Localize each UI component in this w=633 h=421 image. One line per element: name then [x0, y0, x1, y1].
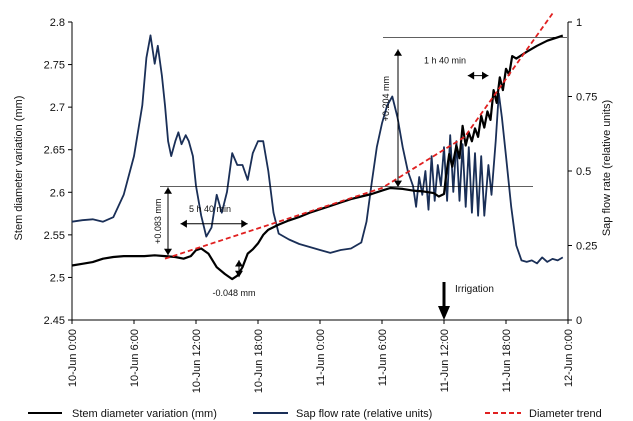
y-right-tick-label: 1: [576, 17, 582, 29]
legend-sapflow-label: Sap flow rate (relative units): [296, 408, 432, 420]
y-right-tick-label: 0.25: [576, 241, 597, 253]
axes-group: 2.45 2.5 2.55 2.6 2.65 2.7 2.75 2.8 0 0.25 0.5 0.75…: [44, 17, 598, 393]
y-left-tick-label: 2.65: [44, 145, 65, 157]
x-tick-label: 11-Jun 6:00: [377, 329, 389, 386]
drop-label: -0.048 mm: [212, 288, 255, 298]
gain2-label: +0.204 mm: [381, 76, 391, 121]
y-left-tick-label: 2.5: [50, 272, 65, 284]
drop-arrow-head-bottom: [235, 270, 243, 278]
legend-diameter-label: Stem diameter variation (mm): [72, 408, 217, 420]
x-tick-label: 12-Jun 0:00: [563, 329, 575, 387]
x-tick-label: 11-Jun 18:00: [501, 329, 513, 392]
irrigation-label: Irrigation: [455, 284, 494, 295]
x-tick-label: 11-Jun 12:00: [439, 329, 451, 392]
y-left-tick-label: 2.45: [44, 315, 65, 327]
legend: Stem diameter variation (mm) Sap flow ra…: [28, 408, 602, 420]
gain1-label: +0.083 mm: [153, 199, 163, 244]
x-tick-label: 11-Jun 0:00: [315, 329, 327, 386]
series-diameter-line: [71, 34, 564, 281]
time1-label: 5 h 40 min: [189, 204, 231, 214]
annotations-group: +0.083 mm 5 h 40 min -0.048 mm +0.204 mm 1 h…: [153, 36, 567, 320]
y-right-tick-label: 0: [576, 315, 582, 327]
irrigation-arrow-head: [438, 306, 450, 320]
y-axis-left-label: Stem diameter variation (mm): [13, 96, 25, 241]
legend-trend-label: Diameter trend: [529, 408, 602, 420]
time1-arrow-head-left: [180, 219, 187, 228]
y-left-tick-label: 2.75: [44, 60, 65, 72]
x-tick-label: 10-Jun 12:00: [191, 329, 203, 393]
series-group: [71, 12, 564, 281]
x-tick-label: 10-Jun 18:00: [253, 329, 265, 393]
gain2-arrow-head-top: [394, 49, 402, 56]
gain1-arrow-head-bottom: [164, 248, 172, 256]
time1-arrow-head-right: [241, 219, 248, 228]
gain1-arrow-head-top: [164, 187, 172, 194]
y-right-tick-label: 0.5: [576, 166, 591, 178]
y-left-tick-label: 2.7: [50, 102, 65, 114]
series-trend-line: [164, 12, 554, 260]
time2-arrow-head-left: [467, 71, 475, 80]
drop-arrow-head-top: [235, 260, 243, 267]
y-left-tick-label: 2.55: [44, 230, 65, 242]
time2-label: 1 h 40 min: [424, 56, 466, 66]
time2-arrow-head-right: [482, 71, 489, 80]
x-tick-label: 10-Jun 6:00: [129, 329, 141, 387]
gain2-arrow-head-bottom: [394, 180, 402, 188]
y-left-tick-label: 2.8: [50, 17, 65, 29]
y-axis-right-label: Sap flow rate (relative units): [601, 100, 613, 236]
y-left-tick-label: 2.6: [50, 187, 65, 199]
y-right-tick-label: 0.75: [576, 92, 597, 104]
x-tick-label: 10-Jun 0:00: [67, 329, 79, 387]
series-sapflow-line: [71, 34, 564, 265]
